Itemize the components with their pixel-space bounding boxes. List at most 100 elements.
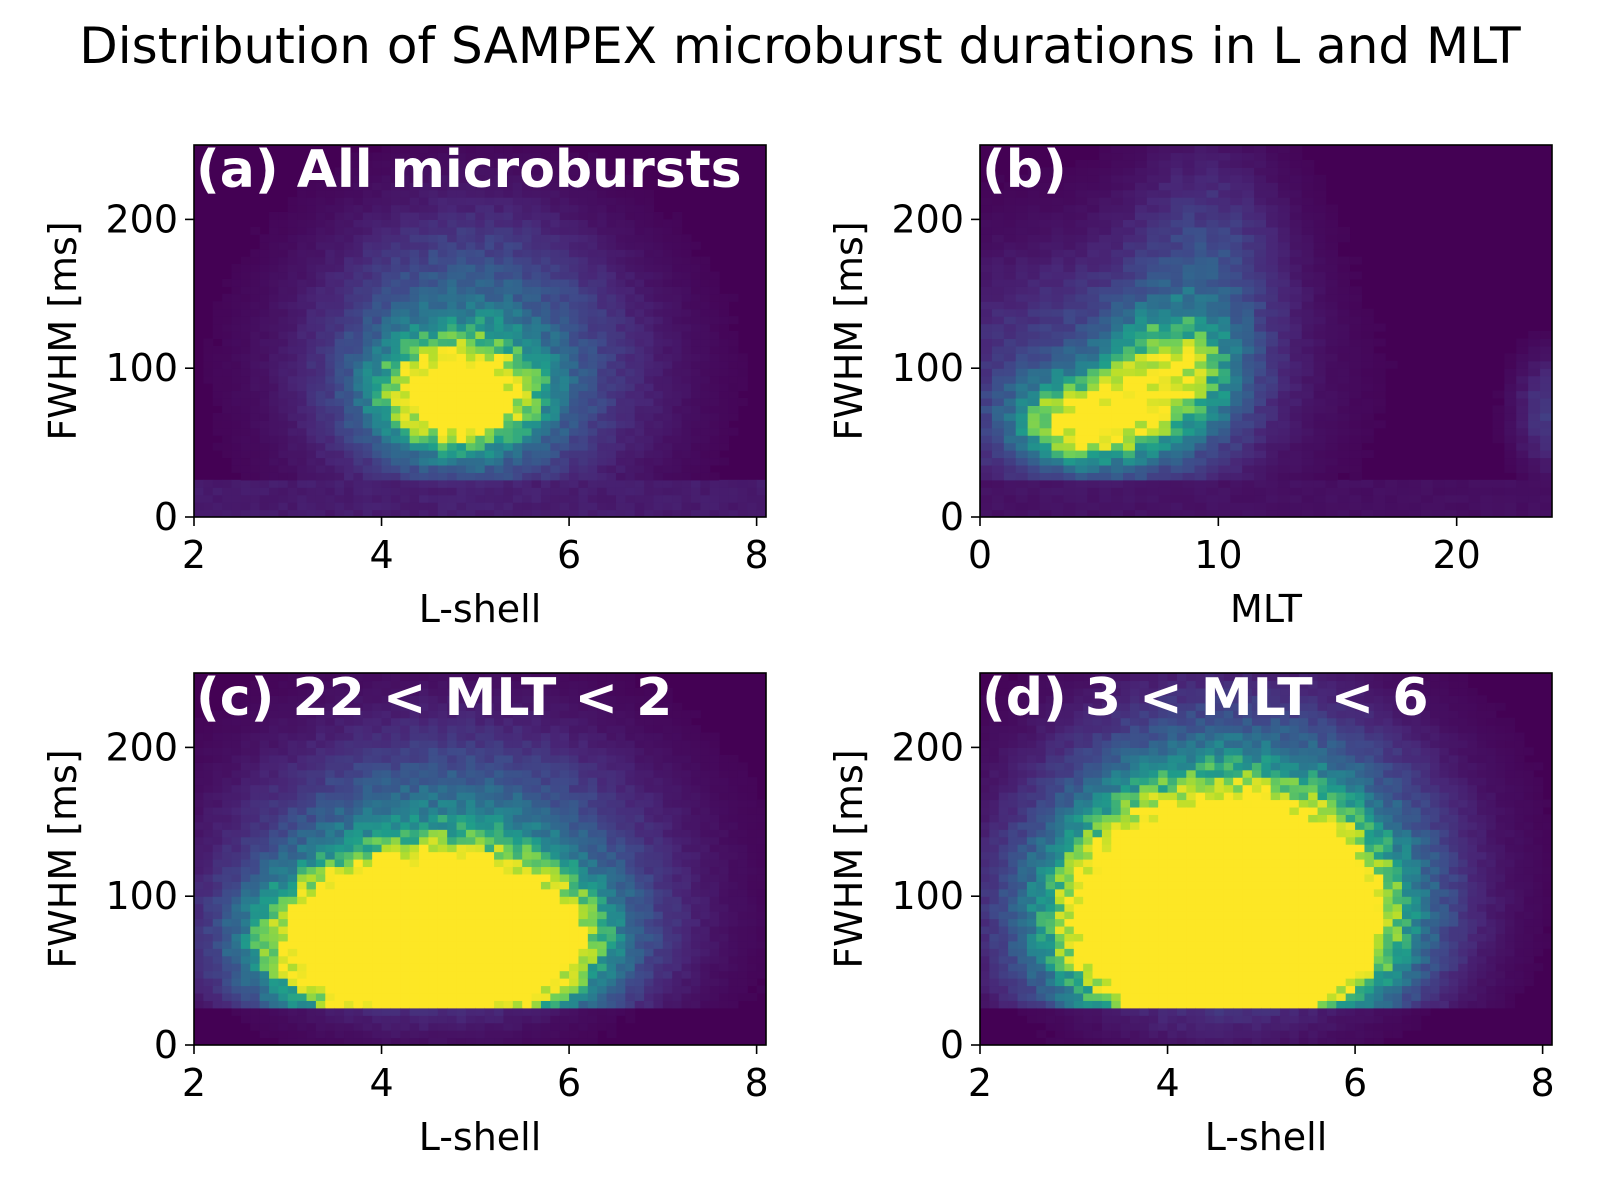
heatmap-cell	[1504, 375, 1517, 384]
heatmap-cell	[540, 189, 551, 198]
heatmap-cell	[634, 464, 645, 473]
heatmap-cell	[1230, 472, 1243, 481]
heatmap-cell	[269, 219, 279, 228]
heatmap-cell	[503, 435, 514, 444]
heatmap-cell	[615, 345, 626, 354]
heatmap-cell	[250, 836, 261, 845]
heatmap-cell	[587, 479, 598, 488]
heatmap-cell	[1027, 457, 1041, 466]
heatmap-cell	[615, 241, 626, 250]
heatmap-cell	[240, 903, 251, 912]
heatmap-cell	[1194, 159, 1208, 168]
heatmap-cell	[1075, 182, 1088, 191]
heatmap-cell	[259, 286, 270, 295]
heatmap-cell	[362, 345, 373, 354]
heatmap-cell	[1218, 502, 1231, 511]
heatmap-cell	[690, 360, 701, 369]
heatmap-cell	[1480, 502, 1494, 511]
heatmap-cell	[625, 338, 636, 347]
heatmap-cell	[1218, 450, 1231, 459]
heatmap-cell	[625, 457, 636, 466]
heatmap-cell	[512, 353, 523, 362]
heatmap-cell	[980, 360, 993, 369]
y-axis-label: FWHM [ms]	[41, 221, 85, 440]
heatmap-cell	[653, 412, 664, 421]
heatmap-cell	[1194, 145, 1208, 154]
heatmap-cell	[269, 420, 279, 429]
heatmap-cell	[1182, 308, 1196, 317]
heatmap-cell	[728, 375, 739, 384]
heatmap-cell	[606, 241, 617, 250]
heatmap-cell	[1528, 360, 1541, 369]
heatmap-cell	[437, 145, 448, 154]
heatmap-cell	[662, 271, 673, 280]
heatmap-cell	[1218, 435, 1231, 444]
heatmap-cell	[315, 1022, 326, 1031]
heatmap-cell	[1313, 375, 1327, 384]
heatmap-cell	[672, 383, 683, 392]
heatmap-cell	[531, 442, 542, 451]
heatmap-cell	[325, 725, 336, 734]
heatmap-cell	[1111, 464, 1124, 473]
heatmap-cell	[334, 331, 345, 340]
heatmap-cell	[980, 226, 993, 235]
heatmap-cell	[1099, 167, 1112, 176]
heatmap-cell	[325, 405, 336, 414]
heatmap-cell	[278, 464, 289, 473]
heatmap-cell	[681, 450, 692, 459]
heatmap-cell	[1313, 435, 1327, 444]
heatmap-cell	[400, 353, 411, 362]
heatmap-cell	[991, 368, 1005, 377]
heatmap-cell	[325, 680, 336, 689]
heatmap-cell	[512, 278, 523, 287]
heatmap-cell	[578, 301, 589, 310]
heatmap-cell	[250, 1022, 261, 1031]
heatmap-cell	[381, 494, 392, 503]
heatmap-cell	[700, 479, 711, 488]
heatmap-cell	[1146, 479, 1160, 488]
heatmap-cell	[1111, 197, 1124, 206]
heatmap-cell	[334, 799, 345, 808]
heatmap-cell	[259, 256, 270, 265]
heatmap-cell	[428, 167, 439, 176]
heatmap-cell	[606, 264, 617, 273]
heatmap-cell	[615, 479, 626, 488]
heatmap-cell	[278, 420, 289, 429]
heatmap-cell	[550, 145, 561, 154]
heatmap-cell	[1266, 226, 1279, 235]
heatmap-cell	[991, 427, 1005, 436]
heatmap-cell	[1301, 234, 1315, 243]
heatmap-cell	[1123, 442, 1136, 451]
heatmap-cell	[484, 502, 495, 511]
heatmap-cell	[578, 271, 589, 280]
heatmap-cell	[1111, 278, 1124, 287]
heatmap-cell	[334, 405, 345, 414]
heatmap-cell	[494, 427, 505, 436]
heatmap-cell	[381, 368, 392, 377]
heatmap-cell	[690, 502, 701, 511]
heatmap-cell	[269, 866, 279, 875]
heatmap-cell	[437, 368, 448, 377]
heatmap-cell	[1492, 487, 1505, 496]
heatmap-cell	[250, 680, 261, 689]
heatmap-cell	[390, 174, 401, 183]
heatmap-cell	[991, 405, 1005, 414]
heatmap-cell	[1182, 204, 1196, 213]
heatmap-cell	[306, 390, 317, 399]
heatmap-cell	[559, 189, 570, 198]
heatmap-cell	[991, 271, 1005, 280]
heatmap-cell	[334, 241, 345, 250]
heatmap-cell	[719, 412, 730, 421]
heatmap-cell	[1337, 338, 1351, 347]
heatmap-cell	[1075, 457, 1088, 466]
heatmap-cell	[194, 911, 204, 920]
heatmap-cell	[653, 323, 664, 332]
heatmap-cell	[456, 383, 467, 392]
heatmap-cell	[259, 271, 270, 280]
heatmap-cell	[484, 472, 495, 481]
heatmap-cell	[409, 197, 420, 206]
heatmap-cell	[1540, 442, 1552, 451]
heatmap-cell	[325, 963, 336, 972]
heatmap-cell	[287, 739, 298, 748]
